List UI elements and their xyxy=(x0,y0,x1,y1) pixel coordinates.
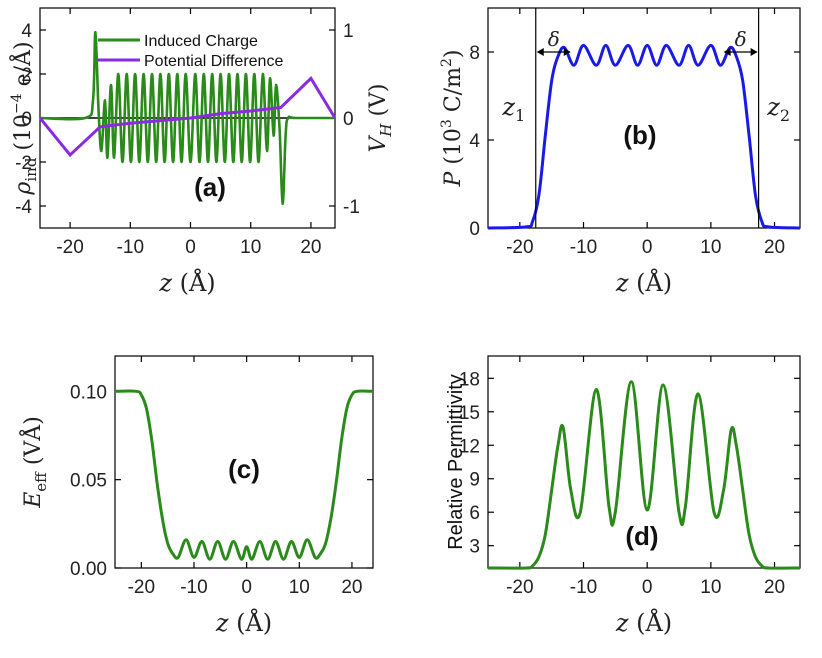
legend-label-potential: Potential Difference xyxy=(144,53,283,70)
z2-label: z2 xyxy=(766,93,790,125)
x-tick-label: -20 xyxy=(506,237,533,258)
panel-d: -20 -10 0 10 20 18 15 12 9 6 3 z (Å) Relative Permit… xyxy=(445,355,801,637)
x-tick-label: -10 xyxy=(570,237,597,258)
y-tick-label: 15 xyxy=(459,403,480,424)
y-tick-label: 0 xyxy=(21,109,32,130)
x-tick-label: 0 xyxy=(185,237,196,258)
panel-c: -20 -10 0 10 20 0.10 0.05 0.00 z (Å) Eeff (VÅ) (c) xyxy=(18,355,374,637)
y-tick-label: 12 xyxy=(459,436,480,457)
delta-arrowhead-left-a xyxy=(536,48,544,56)
y-tick-label: 0.10 xyxy=(70,382,107,403)
y2-tick-label: 1 xyxy=(343,21,354,42)
y-tick-label: 4 xyxy=(21,21,32,42)
y-tick-label: 0 xyxy=(469,219,480,240)
y-tick-label: -2 xyxy=(15,153,32,174)
y-tick-label: 8 xyxy=(469,43,480,64)
plot-frame-b xyxy=(487,7,801,229)
x-tick-label: -10 xyxy=(117,237,144,258)
y-tick-label: 0.05 xyxy=(70,471,107,492)
panel-label-d: (d) xyxy=(625,521,658,551)
y-tick-label: -4 xyxy=(15,197,32,218)
y2-axis-label: VH (V) xyxy=(366,83,395,152)
plot-frame-c xyxy=(114,355,374,569)
plot-frame-d xyxy=(487,355,801,569)
x-axis-label: z (Å) xyxy=(615,268,672,297)
y-tick-label: 2 xyxy=(21,65,32,86)
y-tick-label: 4 xyxy=(469,131,480,152)
x-axis-label: z (Å) xyxy=(215,608,272,637)
panel-label-a: (a) xyxy=(194,172,226,202)
series-induced-charge xyxy=(39,30,335,206)
series-potential-difference xyxy=(38,76,337,158)
x-tick-label: 0 xyxy=(642,237,653,258)
legend-label-induced: Induced Charge xyxy=(144,33,258,50)
panel-b: -20 -10 0 10 20 0 4 8 z (Å) δ δ z1 z2 P (103 C/m2) (b) xyxy=(439,7,801,297)
y2-tick-label: -1 xyxy=(343,197,360,218)
x-tick-label: 10 xyxy=(700,237,721,258)
series-polarization xyxy=(487,43,801,230)
panel-label-c: (c) xyxy=(228,454,260,484)
x-tick-label: 20 xyxy=(341,577,362,598)
delta-arrowhead-right-b xyxy=(750,48,758,56)
x-tick-label: 0 xyxy=(241,577,252,598)
x-tick-label: -10 xyxy=(180,577,207,598)
y-tick-label: 0.00 xyxy=(70,559,107,580)
x-tick-label: -20 xyxy=(506,577,533,598)
x-tick-label: -10 xyxy=(570,577,597,598)
x-tick-label: 10 xyxy=(240,237,261,258)
y-tick-label: 3 xyxy=(469,537,480,558)
y-axis-label: Relative Permittivity xyxy=(445,374,467,550)
panel-label-b: (b) xyxy=(623,120,656,150)
y2-tick-label: 0 xyxy=(343,109,354,130)
y-tick-label: 6 xyxy=(469,503,480,524)
delta-arrowhead-left-b xyxy=(563,48,571,56)
x-tick-label: 10 xyxy=(700,577,721,598)
delta-label-left: δ xyxy=(548,27,560,51)
series-effective-field xyxy=(114,389,374,561)
y-axis-label: P (103 C/m2) xyxy=(439,50,466,188)
y-tick-label: 9 xyxy=(469,470,480,491)
x-tick-label: 0 xyxy=(642,577,653,598)
x-tick-label: -20 xyxy=(56,237,83,258)
x-tick-label: 20 xyxy=(300,237,321,258)
y-tick-label: 18 xyxy=(459,369,480,390)
x-tick-label: 10 xyxy=(289,577,310,598)
x-tick-label: 20 xyxy=(764,577,785,598)
series-relative-permittivity xyxy=(487,380,801,570)
delta-label-right: δ xyxy=(735,27,747,51)
x-axis-label: z (Å) xyxy=(615,608,672,637)
x-tick-label: -20 xyxy=(128,577,155,598)
x-axis-label: z (Å) xyxy=(158,268,215,297)
y-axis-label: ρind (10−4 e/Å) xyxy=(8,41,40,195)
x-tick-label: 20 xyxy=(764,237,785,258)
z1-label: z1 xyxy=(501,93,525,125)
y-axis-label: Eeff (VÅ) xyxy=(18,416,50,509)
delta-arrowhead-right-a xyxy=(723,48,731,56)
